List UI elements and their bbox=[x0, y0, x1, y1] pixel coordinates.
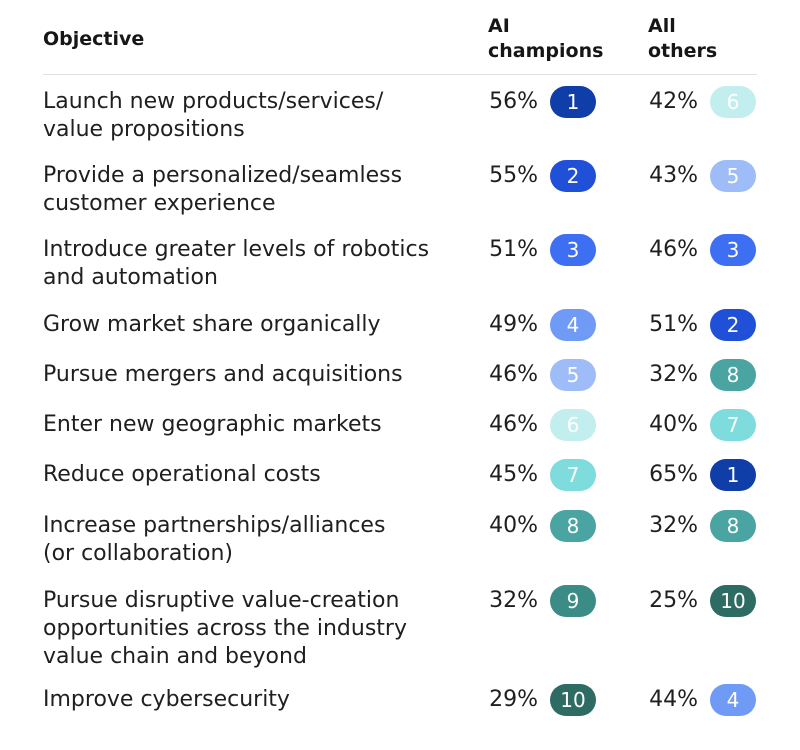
ai-champions-rank-badge: 2 bbox=[550, 160, 596, 192]
ai-champions-percent: 32% bbox=[489, 588, 538, 613]
objective-line: Pursue mergers and acquisitions bbox=[43, 362, 403, 387]
all-others-rank-badge: 5 bbox=[710, 160, 756, 192]
objective-line: and automation bbox=[43, 265, 218, 290]
objective-line: value propositions bbox=[43, 117, 245, 142]
all-others-percent: 51% bbox=[649, 312, 698, 337]
objective-line: Launch new products/services/ bbox=[43, 89, 384, 114]
all-others-rank-badge: 10 bbox=[710, 585, 756, 617]
objective-label: Introduce greater levels of robotics and … bbox=[43, 236, 463, 292]
ai-champions-percent: 49% bbox=[489, 312, 538, 337]
objective-line: opportunities across the industry bbox=[43, 616, 407, 641]
all-others-percent: 43% bbox=[649, 163, 698, 188]
header-ai-champions: AI champions bbox=[488, 14, 628, 64]
objective-line: value chain and beyond bbox=[43, 644, 307, 669]
objective-label: Launch new products/services/value propo… bbox=[43, 88, 463, 144]
all-others-percent: 32% bbox=[649, 513, 698, 538]
objective-line: Improve cybersecurity bbox=[43, 687, 290, 712]
objective-label: Pursue mergers and acquisitions bbox=[43, 361, 463, 389]
ai-champions-rank-badge: 7 bbox=[550, 459, 596, 491]
all-others-rank-badge: 7 bbox=[710, 409, 756, 441]
objective-line: Enter new geographic markets bbox=[43, 412, 382, 437]
all-others-percent: 42% bbox=[649, 89, 698, 114]
objective-line: Pursue disruptive value-creation bbox=[43, 588, 400, 613]
all-others-rank-badge: 3 bbox=[710, 234, 756, 266]
all-others-rank-badge: 1 bbox=[710, 459, 756, 491]
ai-champions-percent: 56% bbox=[489, 89, 538, 114]
objective-line: Introduce greater levels of robotics bbox=[43, 237, 430, 262]
objective-line: Grow market share organically bbox=[43, 312, 381, 337]
header-others-line1: All bbox=[648, 15, 676, 37]
objective-label: Reduce operational costs bbox=[43, 461, 463, 489]
header-objective: Objective bbox=[43, 28, 145, 50]
header-others-line2: others bbox=[648, 40, 718, 62]
objective-line: customer experience bbox=[43, 191, 276, 216]
header-ai-line1: AI bbox=[488, 15, 510, 37]
all-others-percent: 44% bbox=[649, 687, 698, 712]
all-others-percent: 40% bbox=[649, 412, 698, 437]
ai-champions-rank-badge: 9 bbox=[550, 585, 596, 617]
ai-champions-rank-badge: 5 bbox=[550, 359, 596, 391]
objective-line: Reduce operational costs bbox=[43, 462, 321, 487]
ai-champions-rank-badge: 3 bbox=[550, 234, 596, 266]
header-ai-line2: champions bbox=[488, 40, 604, 62]
ai-champions-rank-badge: 6 bbox=[550, 409, 596, 441]
all-others-percent: 46% bbox=[649, 237, 698, 262]
header-all-others: All others bbox=[648, 14, 768, 64]
objective-label: Improve cybersecurity bbox=[43, 686, 463, 714]
all-others-rank-badge: 6 bbox=[710, 86, 756, 118]
objective-label: Enter new geographic markets bbox=[43, 411, 463, 439]
objective-label: Increase partnerships/alliances (or colla… bbox=[43, 512, 463, 568]
all-others-percent: 32% bbox=[649, 362, 698, 387]
ai-champions-percent: 46% bbox=[489, 412, 538, 437]
ai-champions-percent: 46% bbox=[489, 362, 538, 387]
objective-line: Increase partnerships/alliances bbox=[43, 513, 386, 538]
ai-champions-percent: 45% bbox=[489, 462, 538, 487]
ai-champions-rank-badge: 10 bbox=[550, 684, 596, 716]
header-divider bbox=[43, 74, 757, 75]
objective-label: Provide a personalized/seamless customer … bbox=[43, 162, 463, 218]
ai-champions-rank-badge: 1 bbox=[550, 86, 596, 118]
all-others-rank-badge: 4 bbox=[710, 684, 756, 716]
objective-label: Grow market share organically bbox=[43, 311, 463, 339]
ai-champions-percent: 55% bbox=[489, 163, 538, 188]
ai-champions-rank-badge: 4 bbox=[550, 309, 596, 341]
all-others-rank-badge: 2 bbox=[710, 309, 756, 341]
all-others-percent: 25% bbox=[649, 588, 698, 613]
objective-line: (or collaboration) bbox=[43, 541, 234, 566]
all-others-percent: 65% bbox=[649, 462, 698, 487]
ai-champions-rank-badge: 8 bbox=[550, 510, 596, 542]
objective-line: Provide a personalized/seamless bbox=[43, 163, 403, 188]
ai-champions-percent: 51% bbox=[489, 237, 538, 262]
ai-champions-percent: 40% bbox=[489, 513, 538, 538]
all-others-rank-badge: 8 bbox=[710, 510, 756, 542]
ai-champions-percent: 29% bbox=[489, 687, 538, 712]
objective-label: Pursue disruptive value-creation opportun… bbox=[43, 587, 463, 671]
all-others-rank-badge: 8 bbox=[710, 359, 756, 391]
